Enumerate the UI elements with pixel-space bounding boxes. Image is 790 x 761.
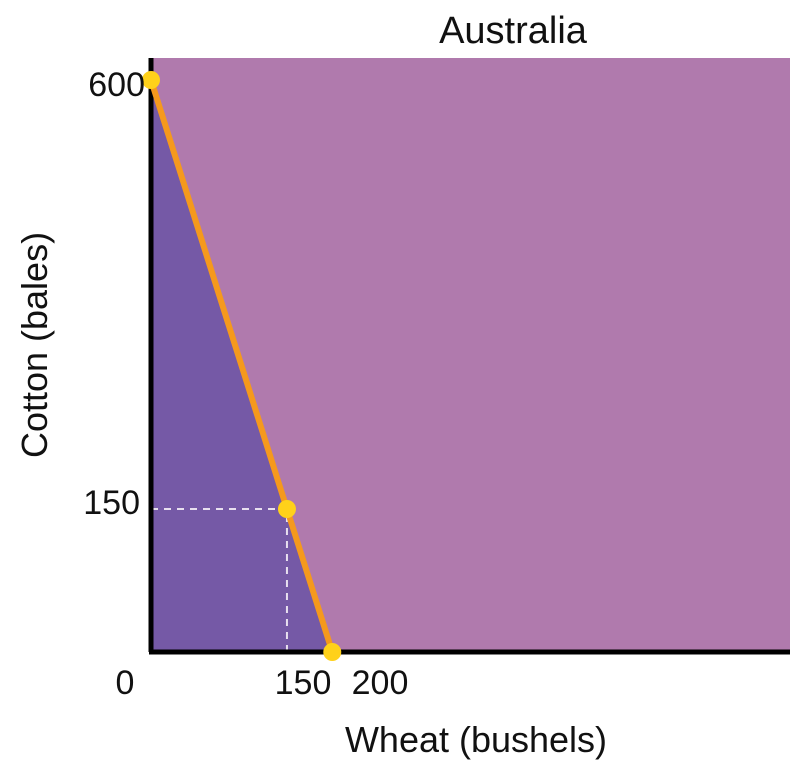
frontier-point-1 <box>277 500 296 518</box>
x-tick-label-200: 200 <box>352 664 409 702</box>
y-tick-label-150: 150 <box>83 484 140 522</box>
x-tick-label-150: 150 <box>275 664 332 702</box>
y-axis-label: Cotton (bales) <box>14 232 55 458</box>
y-tick-label-600: 600 <box>88 66 145 104</box>
chart-title: Australia <box>439 10 588 52</box>
x-tick-label-0: 0 <box>116 664 135 702</box>
frontier-point-2 <box>323 643 342 661</box>
frontier-line <box>148 77 336 655</box>
x-axis-label: Wheat (bushels) <box>345 719 607 760</box>
frontier-point-0 <box>142 71 160 89</box>
